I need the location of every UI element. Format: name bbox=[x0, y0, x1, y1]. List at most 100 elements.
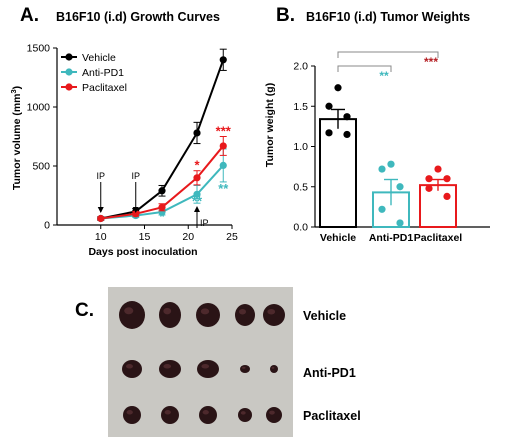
significance-star-1: *** bbox=[424, 55, 438, 69]
tumor-sample bbox=[119, 301, 145, 329]
weight-y-tick-label-4: 2.0 bbox=[293, 61, 308, 73]
ip-arrow-head bbox=[132, 207, 139, 213]
tumor-sample bbox=[197, 360, 219, 378]
tumor-highlight bbox=[163, 307, 172, 315]
panel-letter-b: B. bbox=[276, 5, 295, 26]
tumor-highlight bbox=[202, 410, 209, 415]
significance-star: ** bbox=[218, 181, 229, 196]
bar-datapoint-0 bbox=[325, 129, 333, 137]
weight-bars: Vehicle Anti-PD1 Paclitaxel bbox=[319, 84, 463, 244]
weight-y-tick-label-2: 1.0 bbox=[293, 141, 308, 153]
weight-y-axis-label: Tumor weight (g) bbox=[264, 83, 276, 167]
ip-arrow-head bbox=[97, 207, 104, 213]
series-point-0 bbox=[193, 129, 201, 137]
weight-y-tick-label-0: 0.0 bbox=[293, 222, 308, 234]
ip-annotation-label: IP bbox=[200, 218, 209, 228]
tumor-highlight bbox=[267, 308, 276, 315]
tumor-highlight bbox=[239, 308, 246, 315]
tumor-sample bbox=[199, 406, 217, 424]
weights-chart-title: B16F10 (i.d) Tumor Weights bbox=[306, 10, 471, 24]
significance-star: * bbox=[159, 209, 165, 224]
bar-datapoint-1 bbox=[396, 219, 404, 227]
panel-letter-c: C. bbox=[75, 300, 94, 321]
series-point-0 bbox=[219, 56, 227, 64]
tumor-sample bbox=[240, 365, 250, 373]
significance-bracket-0 bbox=[337, 65, 392, 72]
ip-annotation-label: IP bbox=[131, 171, 140, 181]
growth-y-axis-label: Tumor volume (mm3) bbox=[9, 86, 23, 190]
tumor-highlight bbox=[242, 366, 246, 369]
growth-axes: 0 500 1000 1500 10 15 20 25 bbox=[27, 43, 238, 244]
growth-x-tick-label-3: 25 bbox=[226, 231, 238, 243]
tumor-sample bbox=[122, 360, 142, 378]
growth-series bbox=[97, 48, 227, 223]
bar-datapoint-0 bbox=[325, 102, 333, 110]
legend-label-1: Anti-PD1 bbox=[82, 67, 124, 79]
legend-marker-1 bbox=[65, 68, 73, 76]
bar-datapoint-1 bbox=[387, 160, 395, 168]
weight-significance: ***** bbox=[337, 51, 439, 83]
legend-label-0: Vehicle bbox=[82, 52, 116, 64]
growth-y-tick-label-1: 500 bbox=[32, 161, 50, 173]
series-point-1 bbox=[219, 161, 227, 170]
growth-legend: Vehicle Anti-PD1 Paclitaxel bbox=[61, 52, 127, 94]
tumor-sample bbox=[159, 302, 181, 328]
tumor-photo bbox=[108, 287, 293, 437]
tumor-sample bbox=[235, 304, 255, 326]
series-point-2 bbox=[219, 142, 227, 150]
tumor-highlight bbox=[164, 410, 171, 415]
tumor-sample bbox=[123, 406, 141, 424]
tumor-highlight bbox=[240, 411, 246, 415]
series-point-2 bbox=[158, 203, 166, 211]
tumor-highlight bbox=[126, 410, 133, 415]
bar-datapoint-2 bbox=[425, 184, 433, 192]
tumor-sample bbox=[263, 304, 285, 326]
weight-y-tick-label-1: 0.5 bbox=[293, 181, 308, 193]
series-point-2 bbox=[132, 210, 140, 218]
bar-datapoint-0 bbox=[334, 84, 342, 92]
tumor-highlight bbox=[201, 364, 210, 369]
tumor-highlight bbox=[269, 410, 275, 415]
tumor-sample bbox=[266, 407, 282, 423]
significance-star-0: ** bbox=[379, 69, 389, 83]
photo-label-anti-pd1: Anti-PD1 bbox=[303, 366, 356, 380]
weight-category-label-1: Anti-PD1 bbox=[369, 232, 413, 244]
tumor-highlight bbox=[126, 364, 133, 369]
tumor-sample bbox=[159, 360, 181, 378]
significance-star: ** bbox=[192, 194, 203, 209]
legend-marker-0 bbox=[65, 53, 73, 61]
bar-datapoint-2 bbox=[425, 175, 433, 183]
ip-annotation-label: IP bbox=[96, 171, 105, 181]
growth-chart-title: B16F10 (i.d) Growth Curves bbox=[56, 10, 220, 24]
bar-2 bbox=[419, 184, 457, 228]
growth-y-tick-label-2: 1000 bbox=[27, 102, 51, 114]
photo-label-vehicle: Vehicle bbox=[303, 309, 347, 323]
series-point-2 bbox=[97, 214, 105, 223]
tumor-sample bbox=[270, 365, 278, 373]
significance-star: * bbox=[194, 158, 200, 173]
bar-datapoint-1 bbox=[378, 165, 386, 173]
significance-bracket-1 bbox=[337, 51, 439, 58]
bar-datapoint-0 bbox=[343, 130, 351, 139]
legend-label-2: Paclitaxel bbox=[82, 82, 127, 94]
tumor-sample bbox=[238, 408, 252, 422]
series-point-1 bbox=[193, 190, 201, 198]
weight-category-label-0: Vehicle bbox=[320, 232, 356, 244]
series-point-2 bbox=[193, 174, 201, 182]
weight-y-tick-label-3: 1.5 bbox=[293, 101, 308, 113]
weight-category-label-2: Paclitaxel bbox=[414, 232, 463, 244]
growth-y-tick-label-0: 0 bbox=[44, 220, 50, 232]
panel-letter-a: A. bbox=[20, 5, 39, 26]
tumor-highlight bbox=[200, 308, 210, 315]
tumor-weight-chart: 0.0 0.5 1.0 1.5 2.0 Vehicle Anti-PD1 Paclitaxe… bbox=[264, 51, 490, 244]
series-point-0 bbox=[158, 187, 166, 195]
tumor-highlight bbox=[271, 366, 275, 369]
growth-x-tick-label-2: 20 bbox=[182, 231, 194, 243]
legend-marker-2 bbox=[65, 83, 73, 91]
growth-x-axis-label: Days post inoculation bbox=[88, 246, 197, 258]
bar-datapoint-2 bbox=[443, 175, 451, 183]
bar-datapoint-1 bbox=[396, 183, 404, 191]
tumor-sample bbox=[196, 303, 220, 327]
